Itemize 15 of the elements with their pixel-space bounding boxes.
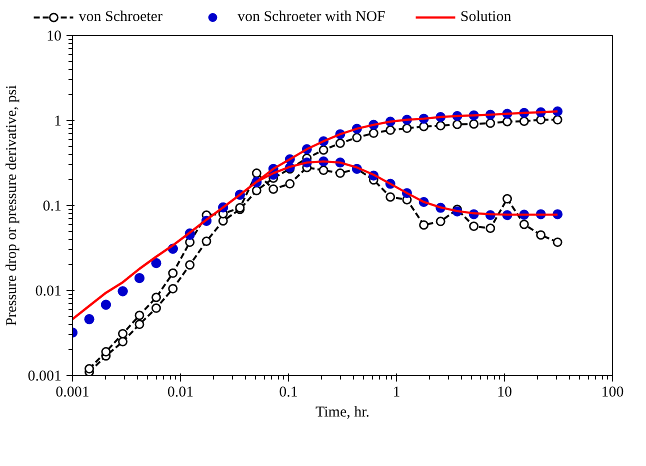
x-tick-label: 0.01 (167, 384, 194, 400)
x-tick-label: 10 (497, 384, 512, 400)
x-tick-label: 1 (392, 384, 400, 400)
x-tick-label: 100 (601, 384, 624, 400)
x-axis-title: Time, hr. (315, 404, 370, 420)
y-tick-label: 0.001 (28, 368, 62, 384)
legend-label: von Schroeter with NOF (237, 8, 386, 26)
legend-label: von Schroeter (78, 8, 162, 26)
y-axis-title: Pressure drop or pressure derivative, psi (4, 85, 20, 326)
y-tick-label: 10 (46, 28, 62, 44)
y-tick-label: 0.1 (42, 198, 62, 214)
y-tick-label: 0.01 (35, 284, 62, 300)
x-tick-label: 0.1 (279, 384, 298, 400)
y-tick-label: 1 (54, 114, 62, 130)
legend-label: Solution (460, 8, 512, 26)
